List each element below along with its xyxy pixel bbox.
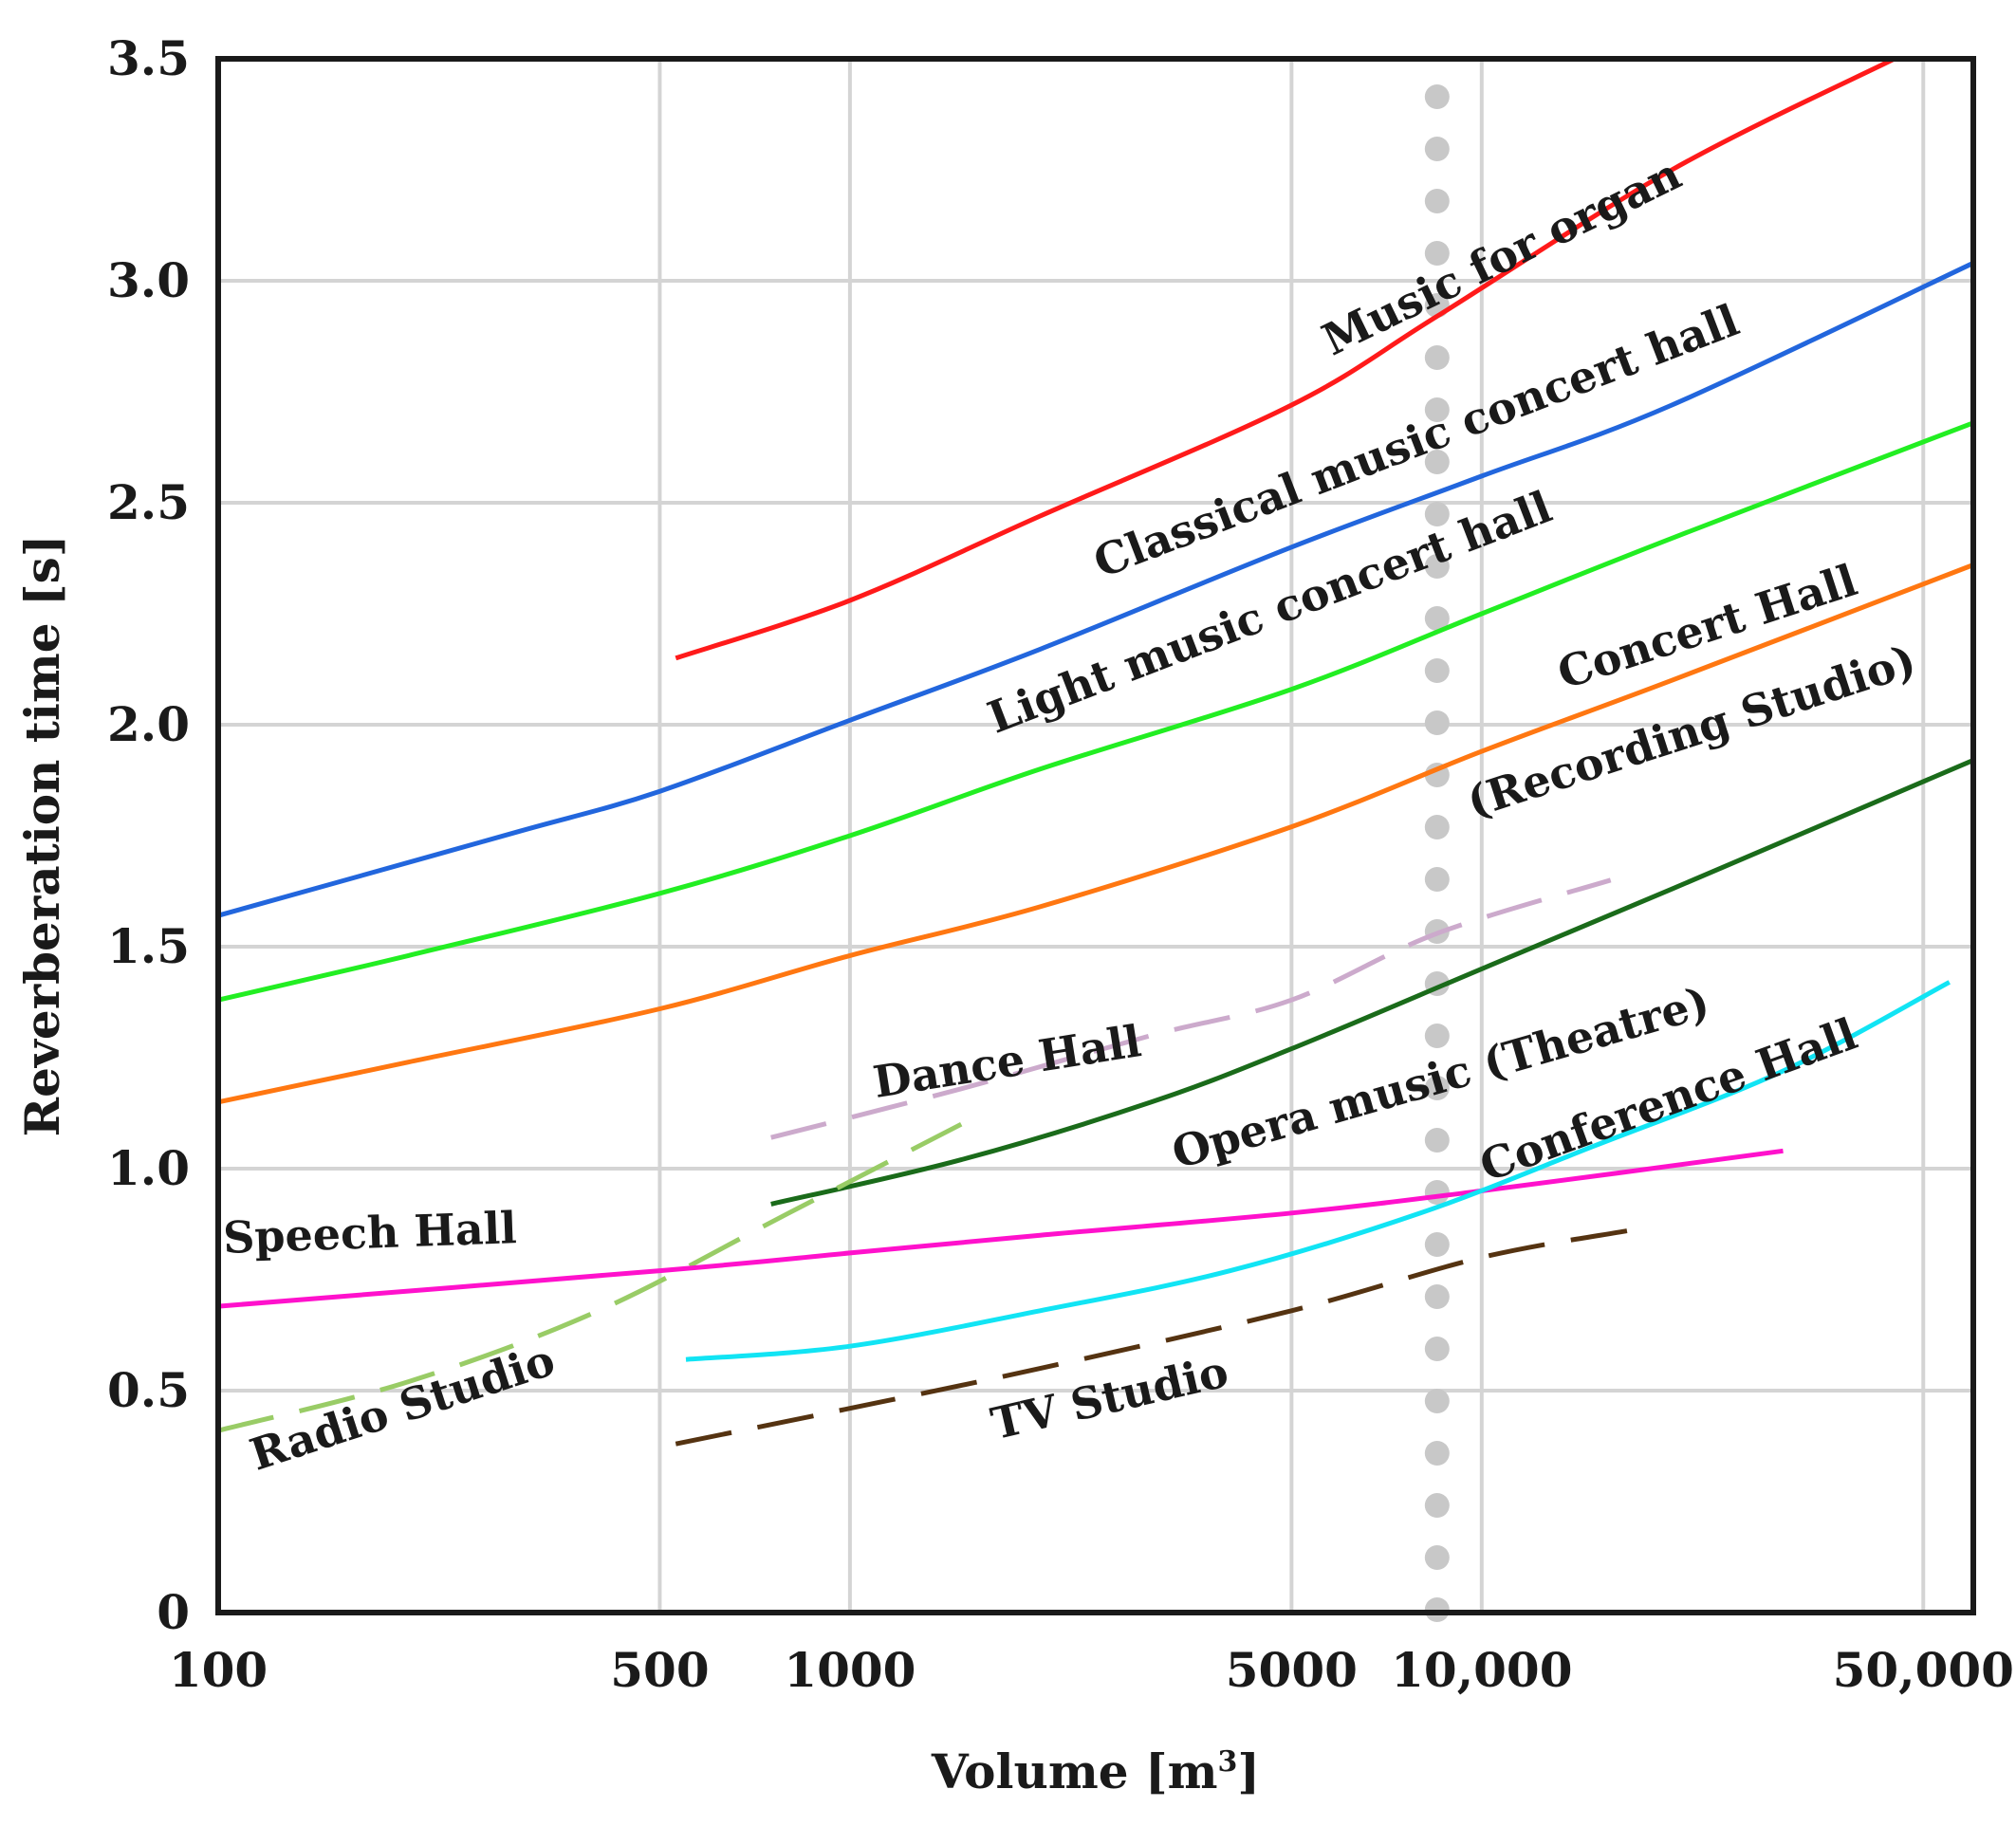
x-axis-title-main: Volume [m xyxy=(931,1743,1218,1799)
series-line-0 xyxy=(675,56,1896,661)
plot-frame xyxy=(215,56,1976,1615)
tick-labels: 100 500 1000 5000 10,000 50,000 0 0.5 1.0 1.5 2.0 2… xyxy=(107,30,2014,1698)
x-tick-label-5: 50,000 xyxy=(1833,1642,2014,1698)
series-line-4 xyxy=(770,758,1974,1207)
series-line-8 xyxy=(685,980,1951,1362)
y-tick-label-7: 3.5 xyxy=(107,30,190,86)
y-tick-label-0: 0 xyxy=(157,1584,190,1640)
y-tick-label-6: 3.0 xyxy=(107,252,190,308)
y-axis-title: Reverberation time [s] xyxy=(14,535,70,1137)
y-tick-label-3: 1.5 xyxy=(107,918,190,974)
y-tick-label-5: 2.5 xyxy=(107,474,190,530)
x-tick-label-1: 500 xyxy=(610,1642,709,1698)
series-line-2 xyxy=(217,420,1974,1003)
series-label-7: Speech Hall xyxy=(222,1202,517,1263)
series-line-6 xyxy=(217,1121,963,1433)
y-tick-label-2: 1.0 xyxy=(107,1140,190,1196)
series-group xyxy=(217,56,1975,1447)
x-axis-title: Volume [m3] xyxy=(931,1743,1260,1799)
grid xyxy=(216,59,1973,1613)
series-line-1 xyxy=(217,261,1975,918)
series-line-3 xyxy=(217,563,1974,1105)
x-axis-title-close: ] xyxy=(1237,1743,1260,1799)
y-tick-label-1: 0.5 xyxy=(107,1362,190,1418)
x-tick-label-0: 100 xyxy=(169,1642,268,1698)
series-line-5 xyxy=(770,877,1612,1140)
x-axis-title-sup: 3 xyxy=(1218,1745,1238,1779)
x-tick-label-3: 5000 xyxy=(1226,1642,1358,1698)
y-tick-label-4: 2.0 xyxy=(107,696,190,752)
x-tick-label-4: 10,000 xyxy=(1391,1642,1572,1698)
x-tick-label-2: 1000 xyxy=(784,1642,916,1698)
